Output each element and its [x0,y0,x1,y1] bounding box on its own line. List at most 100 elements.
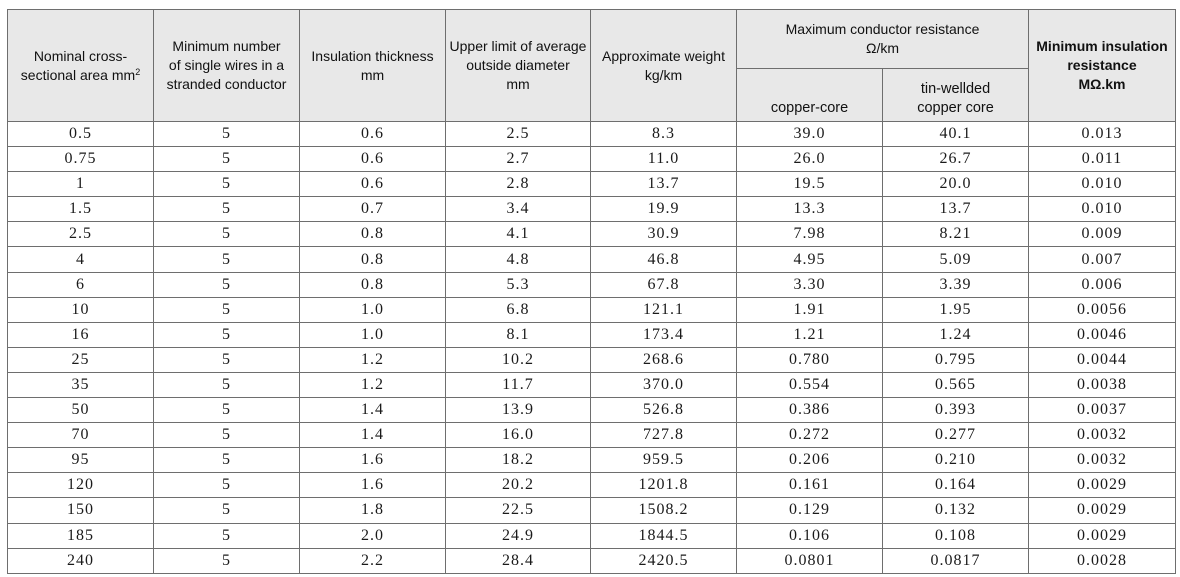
cell-copper-core-resistance: 1.91 [736,296,883,323]
table-row: 6 5 0.8 5.3 67.8 3.30 3.39 0.006 [7,271,1176,298]
cell-nominal-area: 0.75 [7,146,154,173]
cell-min-insulation-resistance: 0.0032 [1028,447,1176,474]
cell-insulation-thickness: 0.6 [299,146,446,173]
cell-min-insulation-resistance: 0.009 [1028,221,1176,248]
cell-min-insulation-resistance: 0.0056 [1028,296,1176,323]
cell-upper-limit-diameter: 16.0 [445,422,591,449]
cell-upper-limit-diameter: 6.8 [445,296,591,323]
table-body: 0.5 5 0.6 2.5 8.3 39.0 40.1 0.013 0.75 5 0.6 2.7 11.… [7,120,1176,574]
superscript-2: 2 [135,66,141,77]
cell-upper-limit-diameter: 10.2 [445,346,591,373]
header-max-conductor-resistance: Maximum conductor resistance Ω/km [736,9,1029,69]
table-row: 1 5 0.6 2.8 13.7 19.5 20.0 0.010 [7,171,1176,198]
cell-tin-core-resistance: 0.108 [882,522,1029,549]
cell-tin-core-resistance: 8.21 [882,221,1029,248]
cell-upper-limit-diameter: 8.1 [445,321,591,348]
cell-copper-core-resistance: 7.98 [736,221,883,248]
cell-upper-limit-diameter: 2.7 [445,146,591,173]
cell-approx-weight: 19.9 [590,196,737,223]
cell-approx-weight: 959.5 [590,447,737,474]
cell-nominal-area: 2.5 [7,221,154,248]
cell-upper-limit-diameter: 24.9 [445,522,591,549]
cell-min-wires: 5 [153,447,300,474]
cell-approx-weight: 2420.5 [590,547,737,574]
cell-min-wires: 5 [153,146,300,173]
cell-copper-core-resistance: 0.161 [736,472,883,499]
cell-tin-core-resistance: 0.795 [882,346,1029,373]
cell-min-insulation-resistance: 0.0038 [1028,371,1176,399]
cell-min-insulation-resistance: 0.0028 [1028,547,1176,574]
cell-min-insulation-resistance: 0.0029 [1028,522,1176,549]
cell-tin-core-resistance: 13.7 [882,196,1029,223]
header-min-wires: Minimum number of single wires in a stra… [153,9,300,122]
cell-copper-core-resistance: 19.5 [736,171,883,198]
cell-min-wires: 5 [153,497,300,524]
cell-nominal-area: 16 [7,321,154,348]
cell-copper-core-resistance: 0.129 [736,497,883,524]
table-row: 150 5 1.8 22.5 1508.2 0.129 0.132 0.0029 [7,497,1176,524]
cell-approx-weight: 8.3 [590,120,737,148]
cell-insulation-thickness: 1.8 [299,497,446,524]
cell-tin-core-resistance: 0.132 [882,497,1029,524]
cell-nominal-area: 1 [7,171,154,198]
cell-tin-core-resistance: 0.277 [882,422,1029,449]
cell-copper-core-resistance: 0.272 [736,422,883,449]
cell-min-wires: 5 [153,472,300,499]
cell-upper-limit-diameter: 28.4 [445,547,591,574]
cell-insulation-thickness: 0.8 [299,246,446,273]
cell-tin-core-resistance: 0.565 [882,371,1029,399]
table-row: 25 5 1.2 10.2 268.6 0.780 0.795 0.0044 [7,346,1176,373]
cell-approx-weight: 268.6 [590,346,737,373]
cell-approx-weight: 1508.2 [590,497,737,524]
cell-tin-core-resistance: 20.0 [882,171,1029,198]
cell-nominal-area: 185 [7,522,154,549]
cell-copper-core-resistance: 0.206 [736,447,883,474]
cell-approx-weight: 370.0 [590,371,737,399]
table-row: 1.5 5 0.7 3.4 19.9 13.3 13.7 0.010 [7,196,1176,223]
cell-tin-core-resistance: 40.1 [882,120,1029,148]
cell-insulation-thickness: 1.0 [299,321,446,348]
header-nominal-area: Nominal cross- sectional area mm2 [7,9,154,122]
cell-insulation-thickness: 0.8 [299,271,446,298]
cell-insulation-thickness: 1.6 [299,472,446,499]
cell-copper-core-resistance: 0.106 [736,522,883,549]
cell-upper-limit-diameter: 2.5 [445,120,591,148]
cell-nominal-area: 4 [7,246,154,273]
cell-copper-core-resistance: 13.3 [736,196,883,223]
cell-insulation-thickness: 1.6 [299,447,446,474]
cell-nominal-area: 0.5 [7,120,154,148]
cell-min-wires: 5 [153,397,300,424]
cell-nominal-area: 95 [7,447,154,474]
cell-copper-core-resistance: 4.95 [736,246,883,273]
table-row: 70 5 1.4 16.0 727.8 0.272 0.277 0.0032 [7,422,1176,449]
cell-upper-limit-diameter: 3.4 [445,196,591,223]
table-row: 10 5 1.0 6.8 121.1 1.91 1.95 0.0056 [7,296,1176,323]
cell-upper-limit-diameter: 20.2 [445,472,591,499]
table-row: 4 5 0.8 4.8 46.8 4.95 5.09 0.007 [7,246,1176,273]
cell-min-wires: 5 [153,171,300,198]
cell-tin-core-resistance: 0.164 [882,472,1029,499]
cell-approx-weight: 727.8 [590,422,737,449]
cell-min-insulation-resistance: 0.0032 [1028,422,1176,449]
cell-min-insulation-resistance: 0.006 [1028,271,1176,298]
cell-min-insulation-resistance: 0.0037 [1028,397,1176,424]
cell-tin-core-resistance: 0.210 [882,447,1029,474]
cell-insulation-thickness: 2.0 [299,522,446,549]
cell-tin-core-resistance: 0.0817 [882,547,1029,574]
cell-min-wires: 5 [153,271,300,298]
cell-tin-core-resistance: 1.24 [882,321,1029,348]
cell-insulation-thickness: 0.6 [299,120,446,148]
cell-approx-weight: 1201.8 [590,472,737,499]
header-tin-welded-copper-core: tin-wellded copper core [882,68,1029,122]
cell-tin-core-resistance: 5.09 [882,246,1029,273]
cell-approx-weight: 30.9 [590,221,737,248]
cell-approx-weight: 46.8 [590,246,737,273]
cell-approx-weight: 11.0 [590,146,737,173]
cell-nominal-area: 150 [7,497,154,524]
cell-copper-core-resistance: 0.554 [736,371,883,399]
table-row: 0.5 5 0.6 2.5 8.3 39.0 40.1 0.013 [7,120,1176,148]
cell-min-wires: 5 [153,120,300,148]
cell-nominal-area: 10 [7,296,154,323]
cell-approx-weight: 121.1 [590,296,737,323]
header-copper-core: copper-core [736,68,883,122]
